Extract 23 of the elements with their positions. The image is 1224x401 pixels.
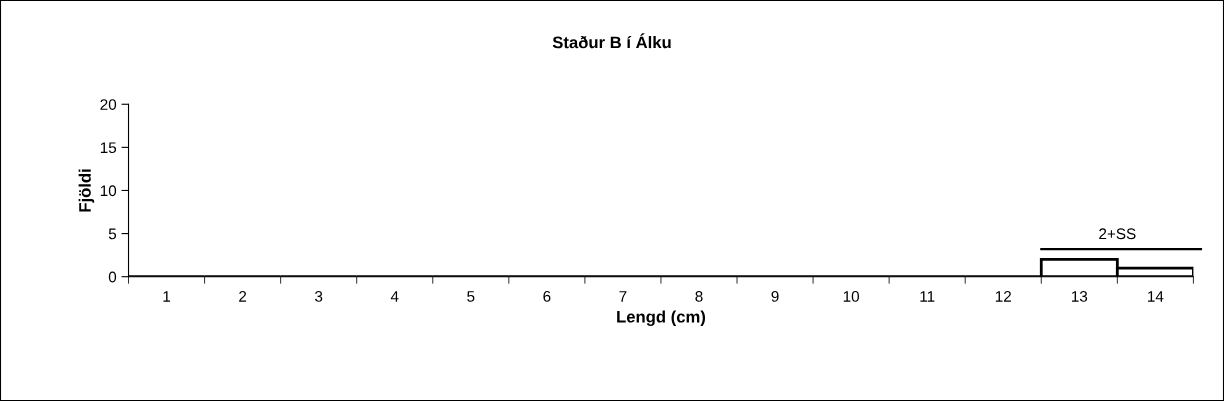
annotation: 2+SS [1099,228,1136,240]
x-tick-label: 5 [467,291,475,302]
chart-title: Staður B í Álku [552,33,671,49]
x-tick-label: 4 [390,291,399,302]
y-axis-title: Fjöldi [78,169,95,212]
x-tick-label: 2 [239,290,247,302]
x-tick-label: 8 [695,290,703,302]
x-tick-label: 9 [771,290,779,302]
y-tick-label: 15 [100,142,117,154]
x-axis-title: Lengd (cm) [617,310,706,326]
x-tick-label: 7 [619,291,627,302]
y-tick-label: 10 [100,185,117,197]
x-tick-label: 6 [543,290,551,302]
x-tick-label: 11 [920,291,935,302]
x-tick-label: 14 [1148,291,1164,302]
x-tick-label: 1 [163,291,171,302]
y-tick-label: 5 [108,228,117,240]
x-tick-label: 12 [995,290,1011,302]
x-tick-label: 3 [315,290,323,302]
x-tick-label: 10 [843,290,860,302]
x-tick-label: 13 [1071,290,1088,302]
y-tick-label: 0 [108,271,117,283]
y-tick-label: 20 [100,99,117,110]
